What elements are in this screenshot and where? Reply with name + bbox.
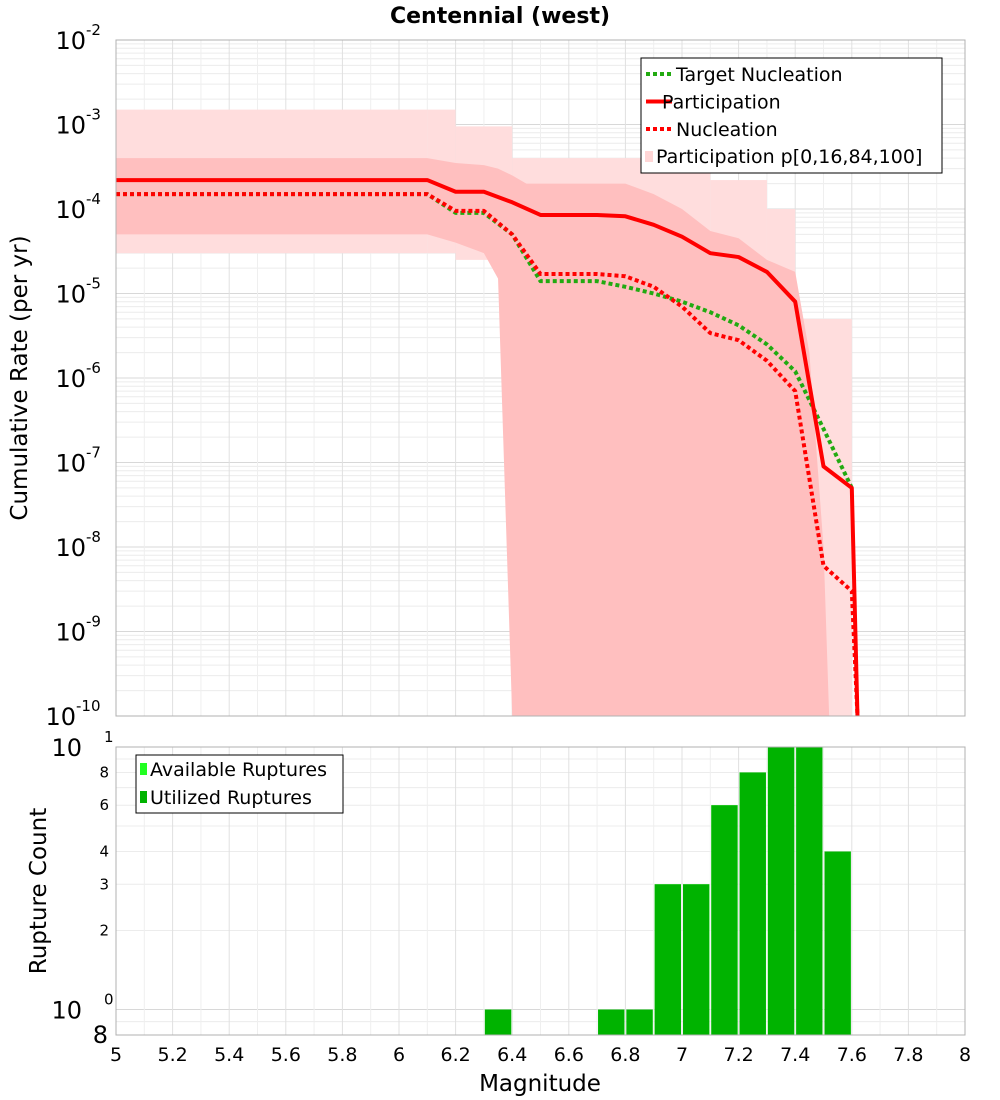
y-tick-label-exponent: -2 — [86, 21, 101, 39]
y-tick-label-base: 10 — [55, 619, 86, 647]
y-tick-label-minor: 6 — [99, 796, 109, 814]
y-tick-label-base: 10 — [55, 534, 86, 562]
legend-box — [640, 57, 943, 174]
x-tick-label: 7.4 — [780, 1044, 810, 1066]
y-tick-label-exponent: -9 — [86, 613, 101, 631]
legend-box — [135, 754, 344, 814]
x-tick-label: 6.2 — [440, 1044, 470, 1066]
legend-bottom: Available Ruptures Utilized Ruptures — [135, 754, 344, 814]
y-tick-label-base: 10 — [55, 27, 86, 55]
y-tick-label-base: 10 — [45, 703, 76, 731]
x-tick-label: 6 — [393, 1044, 405, 1066]
plot-frame — [115, 746, 966, 1036]
bar — [598, 1009, 625, 1035]
y-tick-label-base: 10 — [55, 196, 86, 224]
x-tick-label: 5.4 — [214, 1044, 244, 1066]
y-tick-label-base: 10 — [55, 112, 86, 140]
bar — [711, 805, 738, 1035]
legend-entry: Target Nucleation — [675, 64, 843, 86]
y-tick-label-minor: 3 — [99, 875, 109, 893]
y-axis-label-bottom: Rupture Count — [26, 808, 52, 974]
y-tick-label-base: 10 — [51, 997, 82, 1025]
bar — [683, 884, 710, 1035]
y-tick-label-exponent: -6 — [86, 359, 101, 377]
x-tick-label: 7.2 — [723, 1044, 753, 1066]
bars-utilized — [484, 747, 851, 1035]
band-inner — [116, 158, 830, 717]
legend-entry: Participation — [662, 92, 781, 114]
y-tick-label-exponent: -10 — [76, 697, 101, 715]
x-tick-label: 8 — [959, 1044, 971, 1066]
chart-title: Centennial (west) — [390, 4, 610, 29]
y-tick-label-exponent: -7 — [86, 444, 101, 462]
y-tick-label-minor: 8 — [93, 1021, 108, 1049]
bar — [484, 1009, 512, 1035]
y-tick-label-base: 10 — [55, 365, 86, 393]
y-tick-label-exponent: 0 — [104, 991, 114, 1009]
legend-entry: Participation p[0,16,84,100] — [656, 146, 922, 168]
bar — [796, 747, 823, 1035]
bar — [824, 851, 851, 1035]
x-tick-label: 7.6 — [837, 1044, 867, 1066]
x-axis-label: Magnitude — [479, 1071, 601, 1097]
bar — [739, 772, 766, 1035]
x-tick-label: 6.8 — [610, 1044, 640, 1066]
y-axis-label-top: Cumulative Rate (per yr) — [7, 235, 33, 520]
legend-swatch — [645, 151, 653, 162]
x-tick-label: 7.8 — [893, 1044, 923, 1066]
x-tick-label: 5.8 — [327, 1044, 357, 1066]
y-tick-label-base: 10 — [55, 450, 86, 478]
legend-top: Target Nucleation Participation Nucleation… — [640, 57, 943, 174]
legend-entry: Utilized Ruptures — [150, 787, 312, 809]
y-tick-label-base: 10 — [51, 734, 82, 762]
y-tick-label-exponent: -3 — [86, 106, 101, 124]
legend-entry: Nucleation — [676, 119, 778, 141]
y-tick-label-exponent: 1 — [104, 728, 114, 746]
legend-swatch — [140, 763, 147, 775]
y-tick-label-exponent: -8 — [86, 528, 101, 546]
band-outer-segment — [823, 318, 852, 716]
plot-frame — [115, 39, 966, 717]
legend-swatch — [140, 791, 147, 803]
y-tick-label-minor: 2 — [99, 922, 109, 940]
x-tick-label: 6.4 — [497, 1044, 527, 1066]
x-tick-label: 6.6 — [554, 1044, 584, 1066]
bar — [626, 1009, 653, 1035]
bar — [654, 884, 681, 1035]
x-tick-label: 5.2 — [157, 1044, 187, 1066]
y-tick-label-exponent: -5 — [86, 275, 101, 293]
series-line-3 — [116, 192, 860, 717]
x-tick-label: 5.6 — [271, 1044, 301, 1066]
x-tick-label: 5 — [110, 1044, 122, 1066]
y-tick-label-minor: 4 — [99, 842, 109, 860]
series-line-2 — [116, 178, 860, 717]
x-tick-label: 7 — [676, 1044, 688, 1066]
y-tick-label-exponent: -4 — [86, 190, 101, 208]
y-tick-label-base: 10 — [55, 281, 86, 309]
bar — [767, 747, 795, 1035]
legend-entry: Available Ruptures — [150, 759, 327, 781]
y-tick-label-minor: 8 — [99, 763, 109, 781]
